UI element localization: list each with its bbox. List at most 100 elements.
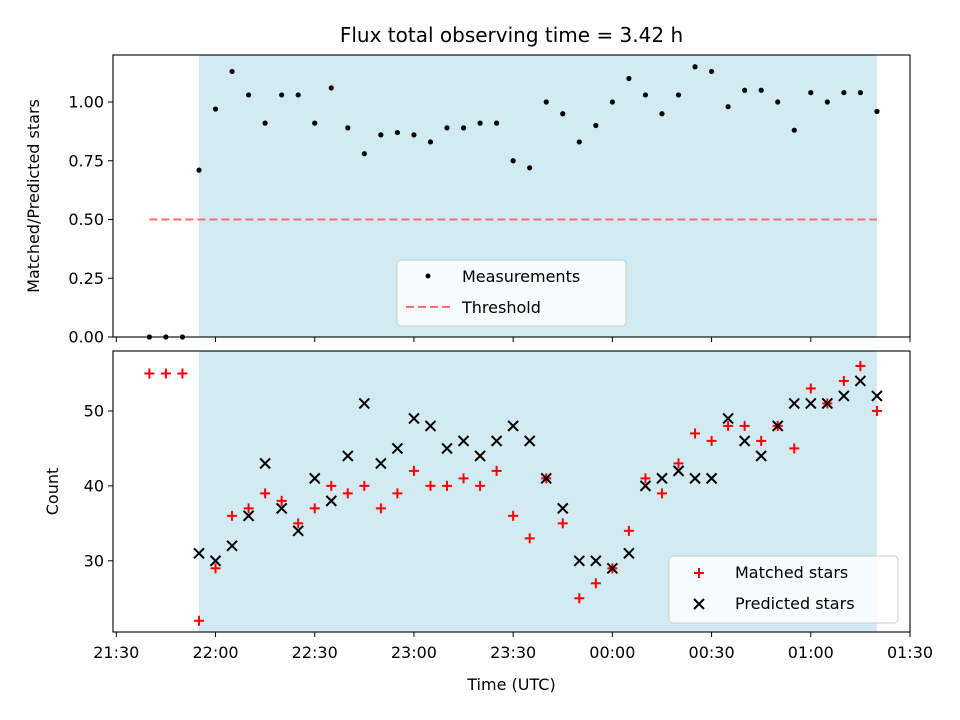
matched-star-point — [442, 480, 453, 491]
x-marker-b — [309, 472, 321, 485]
ratio-y-tick-label: 0.75 — [68, 151, 104, 170]
predicted-star-point — [325, 495, 337, 507]
predicted-star-point — [738, 435, 751, 447]
predicted-star-point — [871, 390, 883, 402]
matched-star-point — [342, 488, 353, 499]
count-x-tick-label: 22:30 — [292, 643, 338, 662]
x-marker-b — [871, 390, 883, 402]
measurement-point — [477, 120, 483, 126]
predicted-star-point — [209, 555, 222, 567]
measurement-point — [295, 92, 301, 98]
predicted-star-point — [573, 555, 586, 567]
count-x-tick-label: 22:00 — [192, 643, 238, 662]
x-axis-label: Time (UTC) — [466, 675, 555, 694]
measurement-point — [742, 87, 748, 93]
count-x-tick-label: 01:30 — [887, 643, 933, 662]
count-y-axis-label: Count — [43, 468, 62, 516]
measurement-point — [361, 151, 367, 157]
measurement-point — [708, 68, 715, 75]
predicted-star-point — [656, 472, 668, 485]
matched-star-point — [227, 510, 238, 521]
x-marker-b — [226, 540, 238, 552]
predicted-star-point — [242, 510, 255, 522]
predicted-star-point — [705, 472, 718, 485]
x-marker-b — [193, 547, 205, 560]
measurement-point — [725, 104, 731, 110]
count-x-tick-label: 00:30 — [689, 643, 735, 662]
measurement-point — [543, 99, 549, 105]
ratio-y-tick-label: 1.00 — [68, 93, 104, 112]
x-marker-b — [391, 442, 404, 455]
measurement-point — [841, 90, 847, 96]
matched-star-point — [425, 480, 436, 491]
predicted-star-point — [193, 547, 205, 560]
x-marker-b — [540, 472, 552, 485]
matched-star-point — [177, 368, 188, 379]
matched-star-point — [243, 503, 254, 514]
x-marker-b — [755, 450, 767, 462]
matched-star-point — [789, 443, 800, 454]
predicted-stars-points — [193, 375, 883, 575]
legend-plus — [694, 568, 704, 578]
measurement-point — [775, 99, 781, 105]
predicted-star-point — [540, 472, 552, 485]
count-y-tick-label: 40 — [84, 476, 104, 495]
matched-star-point — [706, 435, 717, 446]
matched-star-point — [690, 428, 701, 439]
measurement-point — [791, 127, 797, 133]
ratio-y-axis-label: Matched/Predicted stars — [24, 99, 43, 293]
measurement-point — [460, 125, 467, 131]
measurement-point — [808, 90, 814, 96]
count-plot-frame — [112, 350, 911, 633]
x-marker-b — [523, 435, 536, 447]
predicted-star-point — [838, 390, 850, 402]
predicted-star-point — [226, 540, 238, 552]
x-marker-b — [325, 495, 337, 507]
predicted-star-point — [457, 435, 470, 447]
matched-star-point — [375, 503, 386, 514]
measurement-point — [659, 111, 665, 117]
predicted-star-point — [424, 420, 437, 432]
measurement-point — [279, 92, 285, 98]
matched-star-point — [392, 488, 403, 499]
measurement-point — [874, 108, 880, 114]
predicted-star-point — [606, 562, 619, 575]
matched-star-point — [756, 435, 767, 446]
predicted-star-point — [490, 435, 503, 447]
matched-star-point — [408, 465, 419, 476]
count-x-tick-label: 21:30 — [93, 643, 139, 662]
x-marker-b — [705, 472, 718, 485]
ratio-y-tick-label: 0.00 — [68, 328, 104, 347]
matched-star-point — [475, 480, 486, 491]
matched-star-point — [524, 533, 535, 544]
predicted-star-point — [292, 525, 304, 537]
ratio-y-tick-label: 0.25 — [68, 269, 104, 288]
measurement-point — [576, 139, 582, 145]
predicted-star-point — [672, 465, 685, 477]
measurement-point — [758, 87, 764, 93]
measurement-point — [245, 92, 252, 98]
matched-star-point — [871, 405, 882, 416]
x-marker-b — [821, 397, 834, 410]
count-panel: 30 40 50 21:30 22:00 22:30 23:00 23:30 00:00 00:… — [43, 350, 933, 694]
legend-matched-marker — [694, 568, 704, 578]
matched-star-point — [276, 495, 287, 506]
x-marker-b — [656, 472, 668, 485]
measurement-point — [642, 92, 649, 98]
count-legend-box — [668, 555, 899, 624]
legend-threshold-label: Threshold — [461, 298, 541, 317]
x-marker-b — [788, 397, 800, 410]
count-x-tick-label: 00:00 — [589, 643, 635, 662]
x-marker-b — [693, 598, 705, 610]
x-marker-b — [474, 450, 486, 462]
count-y-tick-label: 50 — [84, 401, 104, 420]
matched-star-point — [805, 383, 816, 394]
predicted-star-point — [639, 480, 652, 492]
matched-star-point — [723, 420, 734, 431]
x-marker-b — [573, 555, 586, 567]
matched-star-point — [508, 510, 519, 521]
predicted-star-point — [474, 450, 486, 462]
x-marker-b — [557, 502, 569, 515]
count-y-tick-label: 30 — [84, 551, 104, 570]
measurement-point — [626, 75, 632, 82]
